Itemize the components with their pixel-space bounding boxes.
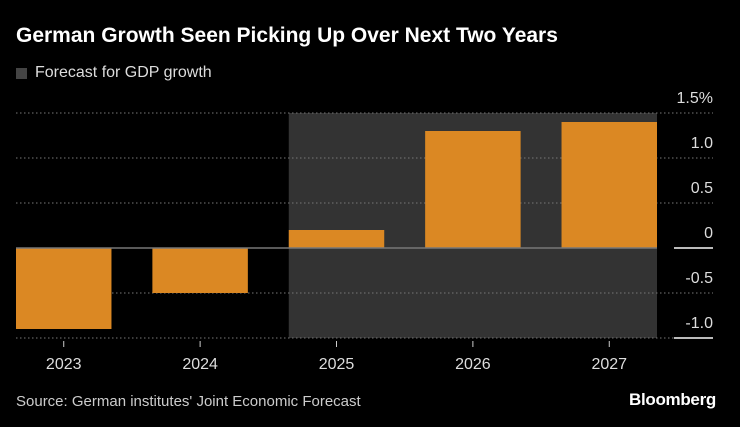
y-tick-label: 0.5 [691,180,713,197]
bloomberg-logo: Bloomberg [628,390,716,409]
legend: Forecast for GDP growth [16,64,212,82]
y-tick-label: 1.0 [691,135,713,152]
x-tick-label: 2024 [182,356,218,373]
y-tick-label: 1.5% [677,90,713,107]
source-note: Source: German institutes' Joint Economi… [16,393,361,410]
bar-2026 [425,131,521,248]
x-tick-label: 2026 [455,356,491,373]
y-tick-label: -1.0 [685,315,713,332]
x-tick-label: 2023 [46,356,82,373]
bar-2023 [16,248,112,329]
legend-label: Forecast for GDP growth [35,64,212,81]
legend-swatch [16,67,27,79]
bar-2025 [288,230,385,248]
x-tick-label: 2027 [591,356,627,373]
x-tick-label: 2025 [319,356,355,373]
y-tick-label: 0 [704,225,713,242]
bar-2024 [152,248,248,293]
chart-title: German Growth Seen Picking Up Over Next … [16,24,558,47]
y-tick-label: -0.5 [685,270,713,287]
bar-2027 [561,122,657,248]
